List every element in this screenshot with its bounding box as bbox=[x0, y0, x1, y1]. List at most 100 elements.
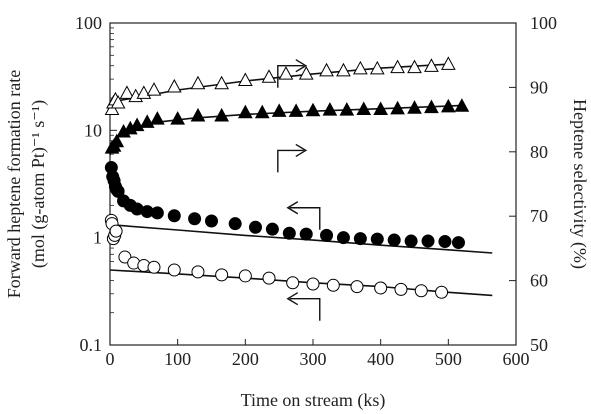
open-triangle-point bbox=[190, 75, 206, 90]
y-left-axis-title: Forward heptene formation rate bbox=[4, 70, 24, 298]
filled-triangle-point bbox=[214, 107, 229, 122]
x-tick-label: 500 bbox=[435, 349, 462, 369]
y-right-tick-label: 60 bbox=[530, 271, 548, 291]
y-right-tick-label: 90 bbox=[530, 77, 548, 97]
filled-triangle-point bbox=[390, 100, 405, 115]
open-circle-point bbox=[350, 280, 364, 294]
y-left-axis-units: (mol (g-atom Pt)⁻¹ s⁻¹) bbox=[28, 100, 49, 268]
fit-line bbox=[109, 223, 493, 254]
open-triangle-point bbox=[336, 62, 351, 77]
filled-triangle-point bbox=[271, 103, 287, 117]
filled-triangle-point bbox=[322, 102, 338, 116]
open-circle-point bbox=[435, 285, 449, 299]
open-triangle-point bbox=[261, 69, 277, 83]
x-tick-label: 400 bbox=[367, 349, 394, 369]
filled-triangle-point bbox=[305, 102, 321, 117]
arrow-head-icon bbox=[286, 292, 299, 306]
open-circle-point bbox=[394, 282, 408, 296]
open-triangle-point bbox=[146, 82, 162, 96]
filled-circle-point bbox=[438, 235, 452, 249]
x-tick-label: 0 bbox=[106, 349, 115, 369]
filled-triangle-point bbox=[356, 101, 372, 115]
arrow-head-icon bbox=[286, 201, 299, 215]
open-triangle-point bbox=[440, 56, 456, 70]
open-triangle-point bbox=[110, 95, 126, 109]
filled-circle-point bbox=[353, 232, 367, 246]
open-circle-point bbox=[374, 281, 388, 295]
filled-triangle-point bbox=[339, 102, 355, 116]
filled-circle-point bbox=[387, 233, 401, 247]
filled-circle-point bbox=[265, 222, 279, 236]
y-left-tick-label: 0.1 bbox=[80, 335, 103, 355]
x-tick-label: 200 bbox=[232, 349, 259, 369]
y-right-tick-label: 70 bbox=[530, 206, 548, 226]
fit-lines bbox=[109, 63, 493, 297]
plot-area bbox=[109, 22, 517, 346]
open-triangle-point bbox=[119, 85, 135, 99]
open-triangle-point bbox=[237, 72, 253, 87]
y-right-tick-label: 80 bbox=[530, 142, 548, 162]
open-triangle-point bbox=[319, 62, 334, 77]
filled-circle-point bbox=[188, 212, 202, 226]
open-circle-point bbox=[118, 250, 132, 264]
open-circle-point bbox=[167, 263, 181, 277]
open-circle-point bbox=[109, 224, 123, 238]
filled-circle-point bbox=[228, 217, 242, 231]
filled-circle-point bbox=[282, 226, 296, 240]
open-triangle-point bbox=[136, 85, 152, 99]
open-circle-point bbox=[326, 278, 340, 292]
x-tick-label: 300 bbox=[300, 349, 327, 369]
open-circle-point bbox=[262, 271, 276, 285]
y-left-tick-label: 10 bbox=[84, 120, 102, 140]
arrow-right-icon bbox=[277, 65, 304, 88]
filled-circle-point bbox=[299, 227, 313, 241]
fit-line bbox=[109, 63, 449, 103]
arrow-head-icon bbox=[295, 59, 308, 73]
filled-circle-point bbox=[205, 214, 218, 228]
tick-marks bbox=[109, 22, 517, 346]
open-circle-point bbox=[414, 284, 428, 298]
filled-circle-point bbox=[150, 206, 164, 220]
filled-circle-point bbox=[248, 220, 262, 234]
filled-triangle-point bbox=[237, 104, 253, 119]
open-triangle-point bbox=[424, 58, 439, 72]
open-triangle-point bbox=[353, 60, 368, 75]
x-tick-label: 100 bbox=[164, 349, 191, 369]
filled-circle-point bbox=[404, 234, 418, 248]
filled-triangle-point bbox=[129, 117, 145, 132]
x-axis-title: Time on stream (ks) bbox=[241, 390, 386, 411]
filled-circle-point bbox=[451, 236, 465, 250]
open-circle-point bbox=[215, 268, 229, 282]
annotation-arrows bbox=[277, 59, 321, 321]
y-right-tick-label: 100 bbox=[530, 13, 557, 33]
open-circle-point bbox=[306, 277, 320, 291]
arrow-left-icon bbox=[289, 298, 321, 321]
arrow-left-icon bbox=[289, 207, 321, 230]
y-right-axis-title: Heptene selectivity (%) bbox=[569, 99, 590, 269]
filled-triangle-point bbox=[373, 101, 389, 115]
filled-triangle-point bbox=[150, 111, 165, 125]
filled-triangle-point bbox=[170, 111, 186, 125]
y-left-tick-label: 100 bbox=[75, 13, 102, 33]
tick-labels: 0 100 200 300 400 500 600 0.1 1 10 100 50 60 70 80 90 10… bbox=[75, 13, 557, 369]
filled-triangle-point bbox=[288, 103, 304, 117]
open-triangle-point bbox=[390, 59, 405, 74]
open-triangle-point bbox=[298, 66, 314, 80]
arrow-right-icon bbox=[277, 149, 304, 173]
open-circle-point bbox=[286, 276, 300, 290]
filled-circle-point bbox=[167, 209, 181, 223]
open-triangle-point bbox=[214, 75, 229, 90]
filled-circle-point bbox=[421, 234, 435, 248]
filled-circle-point bbox=[370, 232, 384, 246]
open-triangle-point bbox=[166, 78, 182, 93]
filled-circle-point bbox=[336, 231, 350, 245]
y-left-tick-label: 1 bbox=[93, 228, 102, 248]
filled-triangle-point bbox=[254, 104, 270, 119]
filled-triangle-point bbox=[190, 107, 206, 122]
filled-circle-point bbox=[320, 228, 334, 242]
filled-triangle-point bbox=[407, 100, 422, 114]
open-circle-point bbox=[238, 269, 252, 283]
arrow-head-icon bbox=[295, 143, 308, 158]
open-circle-point bbox=[191, 265, 205, 279]
